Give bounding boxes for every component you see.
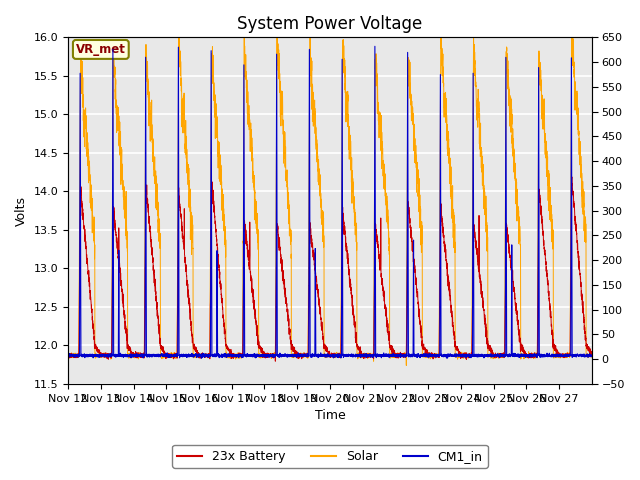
X-axis label: Time: Time <box>315 409 346 422</box>
Text: VR_met: VR_met <box>76 43 126 56</box>
Legend: 23x Battery, Solar, CM1_in: 23x Battery, Solar, CM1_in <box>172 445 488 468</box>
Title: System Power Voltage: System Power Voltage <box>237 15 422 33</box>
Y-axis label: Volts: Volts <box>15 196 28 226</box>
